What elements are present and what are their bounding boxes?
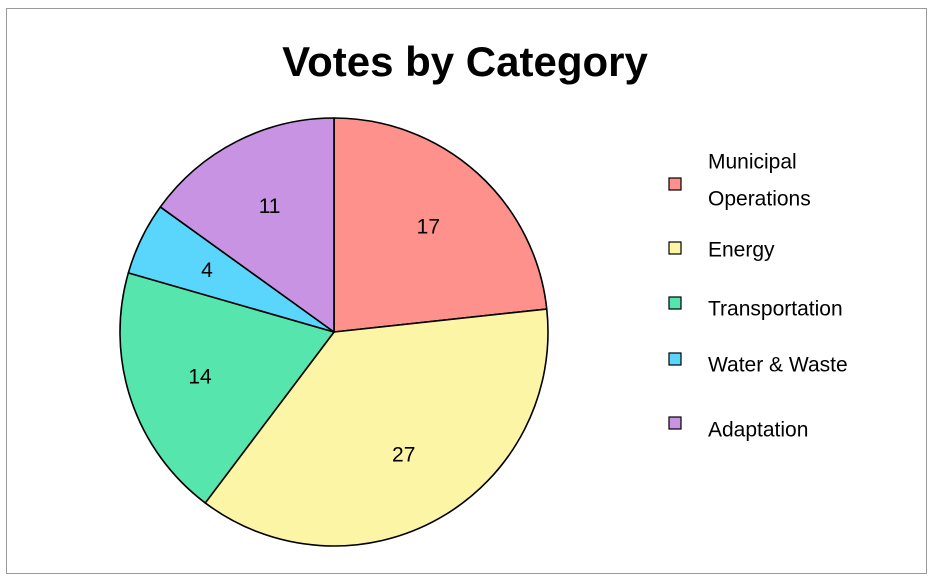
legend: Municipal Operations Energy Transportation W…: [668, 151, 848, 442]
chart-title: Votes by Category: [282, 38, 648, 85]
pie-slice-adaptation: [159, 117, 335, 333]
legend-label-water-and-waste: Water & Waste: [708, 354, 848, 377]
pie-slice-transportation: [119, 272, 335, 504]
pie-slice-municipal-operations: [333, 117, 548, 333]
legend-label-municipal-operations-line-1: Municipal: [708, 151, 797, 174]
data-label-transportation: 14: [188, 365, 212, 388]
pie-slice-energy: [204, 308, 549, 547]
legend-swatch-energy: [668, 241, 682, 255]
data-label-energy: 27: [392, 443, 415, 466]
legend-swatch-water-and-waste: [668, 352, 682, 366]
legend-swatch-transportation: [668, 296, 682, 310]
data-label-adaptation: 11: [259, 195, 281, 218]
pie-data-labels: 17 27 14 4 11: [188, 195, 440, 467]
data-label-water-and-waste: 4: [201, 259, 213, 282]
legend-label-transportation: Transportation: [708, 298, 843, 321]
legend-label-municipal-operations-line-2: Operations: [708, 188, 811, 211]
legend-swatch-adaptation: [668, 416, 682, 430]
legend-swatch-municipal-operations: [668, 177, 682, 191]
legend-label-adaptation: Adaptation: [708, 419, 808, 442]
legend-label-energy: Energy: [708, 239, 775, 262]
pie-slices: [119, 117, 549, 547]
data-label-municipal-operations: 17: [417, 215, 440, 238]
